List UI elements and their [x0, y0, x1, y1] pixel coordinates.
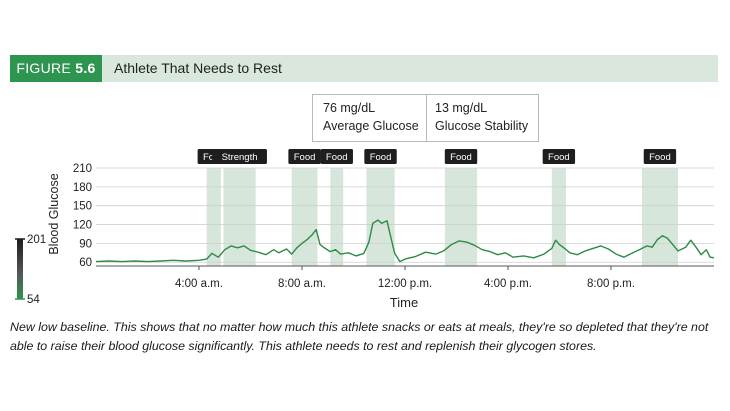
event-badge-label-7: Food [649, 152, 671, 163]
x-tick-label-2: 12:00 p.m. [378, 278, 432, 290]
stat-glucose-stability: 13 mg/dL Glucose Stability [435, 99, 528, 135]
event-band-7 [641, 168, 678, 266]
stat-glucose-stability-value: 13 mg/dL [435, 101, 488, 115]
event-badges: FoodStrengthFoodFoodFoodFoodFoodFood [197, 149, 677, 164]
figure-caption: New low baseline. This shows that no mat… [10, 320, 709, 353]
event-badge-2: Food [288, 149, 321, 164]
y-tick-label-3: 150 [73, 201, 92, 213]
glucose-series-line [95, 219, 715, 263]
scale-bar-gradient [17, 239, 23, 299]
scale-bar-max-label: 201 [27, 234, 46, 246]
glucose-chart: FoodStrengthFoodFoodFoodFoodFoodFood 609… [15, 149, 715, 310]
event-badge-bg-7 [643, 149, 677, 164]
event-band-6 [551, 168, 566, 266]
event-badge-5: Food [444, 149, 478, 164]
event-band-0 [206, 168, 221, 266]
stats-box: 76 mg/dL Average Glucose 13 mg/dL Glucos… [312, 94, 539, 142]
scale-bar-min-label: 54 [27, 294, 40, 306]
event-badge-label-4: Food [370, 152, 392, 163]
stat-glucose-stability-label: Glucose Stability [435, 119, 529, 133]
stats-divider [426, 95, 427, 141]
event-badge-bg-3 [320, 149, 353, 164]
y-tick-labels: 60 90 120 150 180 210 [73, 163, 92, 269]
y-tick-label-0: 60 [79, 257, 92, 269]
stat-average-glucose-value: 76 mg/dL [323, 101, 376, 115]
figure-header: FIGURE 5.6 Athlete That Needs to Rest [10, 55, 718, 82]
event-badge-label-3: Food [326, 152, 348, 163]
figure-title: Athlete That Needs to Rest [114, 60, 282, 76]
figure-label-prefix: FIGURE [16, 60, 72, 76]
event-badge-6: Food [542, 149, 576, 164]
scale-bar: 201 54 [15, 234, 46, 306]
y-tick-label-4: 180 [73, 182, 92, 194]
event-badge-label-5: Food [450, 152, 472, 163]
figure-label-number: 5.6 [75, 60, 96, 76]
figure-label: FIGURE 5.6 [10, 55, 102, 82]
event-badge-bg-6 [542, 149, 576, 164]
event-band-4 [366, 168, 395, 266]
event-badge-bg-5 [444, 149, 478, 164]
event-badge-bg-1 [212, 149, 267, 164]
x-tick-label-4: 8:00 p.m. [587, 278, 635, 290]
event-band-2 [291, 168, 318, 266]
event-band-5 [444, 168, 478, 266]
x-tick-label-1: 8:00 a.m. [278, 278, 326, 290]
x-tick-label-3: 4:00 p.m. [484, 278, 532, 290]
x-tick-label-0: 4:00 a.m. [175, 278, 223, 290]
y-tick-label-2: 120 [73, 220, 92, 232]
y-tick-label-1: 90 [79, 238, 92, 250]
x-axis-label: Time [390, 295, 418, 310]
event-badge-bg-4 [364, 149, 397, 164]
event-badge-label-2: Food [294, 152, 316, 163]
y-axis-label: Blood Glucose [47, 173, 61, 254]
event-badge-4: Food [364, 149, 397, 164]
event-badge-7: Food [643, 149, 677, 164]
x-tick-labels: 4:00 a.m. 8:00 a.m. 12:00 p.m. 4:00 p.m. 8:0… [175, 266, 635, 290]
event-badge-label-6: Food [548, 152, 570, 163]
event-badge-3: Food [320, 149, 353, 164]
y-tick-label-5: 210 [73, 163, 92, 175]
stat-average-glucose-label: Average Glucose [323, 119, 419, 133]
stat-average-glucose: 76 mg/dL Average Glucose [323, 99, 419, 135]
event-band-1 [223, 168, 256, 266]
event-badge-bg-2 [288, 149, 321, 164]
grid-lines [96, 167, 714, 267]
event-badge-label-1: Strength [222, 152, 258, 163]
event-band-3 [330, 168, 344, 266]
event-badge-1: Strength [212, 149, 267, 164]
